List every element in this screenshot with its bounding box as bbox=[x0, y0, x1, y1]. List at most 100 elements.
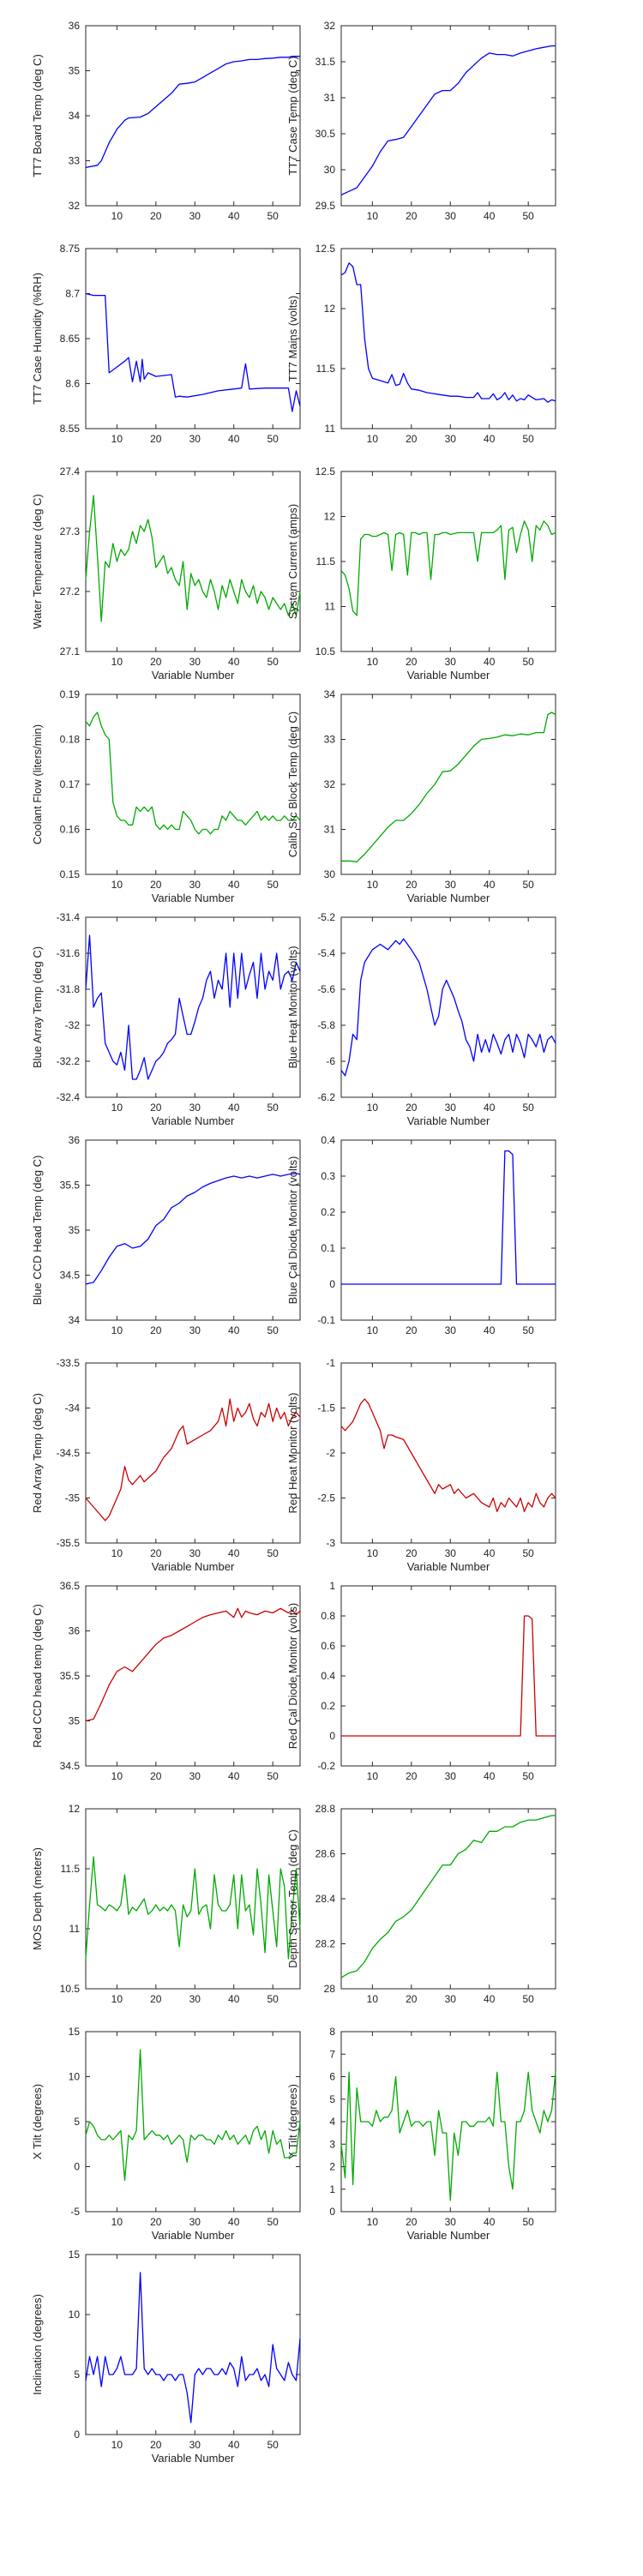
x-tick-label: 10 bbox=[111, 1770, 123, 1782]
x-tick-label: 40 bbox=[228, 2216, 240, 2228]
x-tick-label: 30 bbox=[189, 210, 201, 222]
x-tick-label: 20 bbox=[406, 433, 418, 445]
x-tick-label: 50 bbox=[523, 1547, 535, 1559]
chart-panel: 8.55 8.6 8.65 8.7 8.75 10 20 30 40 50 TT7 Case Hum… bbox=[31, 243, 301, 445]
x-tick-label: 20 bbox=[406, 656, 418, 668]
y-axis-label: Y Tilt (degrees) bbox=[286, 2084, 299, 2159]
y-tick-label: 34.5 bbox=[60, 1760, 81, 1772]
x-tick-label: 30 bbox=[189, 1324, 201, 1336]
x-tick-label: 30 bbox=[445, 879, 457, 891]
series-line bbox=[341, 1615, 556, 1737]
x-tick-label: 40 bbox=[484, 1547, 496, 1559]
series-line bbox=[341, 712, 556, 862]
x-tick-label: 40 bbox=[228, 879, 240, 891]
y-tick-label: 8.75 bbox=[60, 243, 81, 255]
chart-panel: 10.5 11 11.5 12 10 20 30 40 50 MOS Depth (meters) bbox=[31, 1803, 301, 2005]
series-line bbox=[340, 1398, 556, 1512]
plot-frame bbox=[340, 248, 556, 429]
y-tick-label: 27.1 bbox=[60, 646, 81, 658]
y-tick-label: 3 bbox=[329, 2138, 335, 2150]
y-axis-label: Depth Sensor Temp (deg C) bbox=[286, 1829, 299, 1968]
y-tick-label: 28.4 bbox=[315, 1893, 336, 1905]
y-tick-label: 11 bbox=[69, 1923, 81, 1935]
x-tick-label: 40 bbox=[228, 656, 240, 668]
x-tick-label: 40 bbox=[484, 2216, 496, 2228]
y-tick-label: -0.2 bbox=[317, 1760, 335, 1772]
x-tick-label: 30 bbox=[189, 1770, 201, 1782]
plot-frame bbox=[85, 2254, 301, 2435]
y-tick-label: -5.8 bbox=[317, 1019, 335, 1031]
x-tick-label: 50 bbox=[523, 1993, 535, 2005]
y-tick-label: 0.4 bbox=[321, 1134, 335, 1146]
x-tick-label: 10 bbox=[367, 433, 379, 445]
y-tick-label: 0.6 bbox=[321, 1640, 335, 1652]
x-tick-label: 30 bbox=[445, 2216, 457, 2228]
x-tick-label: 40 bbox=[228, 1102, 240, 1114]
y-tick-label: 31 bbox=[324, 92, 336, 104]
x-tick-label: 50 bbox=[267, 656, 279, 668]
x-tick-label: 50 bbox=[523, 656, 535, 668]
y-tick-label: -32.4 bbox=[57, 1091, 81, 1103]
chart-panel: 32 33 34 35 36 10 20 30 40 50 TT7 Board Temp (deg … bbox=[31, 20, 301, 222]
y-tick-label: -1.5 bbox=[317, 1402, 335, 1414]
y-tick-label: 36 bbox=[69, 1625, 81, 1637]
y-tick-label: 32 bbox=[69, 200, 81, 212]
x-tick-label: 30 bbox=[445, 1770, 457, 1782]
x-tick-label: 10 bbox=[111, 879, 123, 891]
y-axis-label: Blue CCD Head Temp (deg C) bbox=[31, 1156, 44, 1306]
x-tick-label: 50 bbox=[267, 2439, 279, 2451]
y-axis-label: Blue Cal Diode Monitor (volts) bbox=[286, 1156, 299, 1305]
x-tick-label: 50 bbox=[267, 879, 279, 891]
y-tick-label: 34.5 bbox=[60, 1270, 81, 1282]
y-tick-label: 0.15 bbox=[60, 868, 81, 880]
plot-frame bbox=[340, 1139, 556, 1321]
y-tick-label: -5 bbox=[70, 2206, 80, 2218]
chart-panel: 0.15 0.16 0.17 0.18 0.19 10 20 30 40 50 Variable N… bbox=[31, 688, 301, 904]
x-tick-label: 30 bbox=[189, 1547, 201, 1559]
x-tick-label: 30 bbox=[445, 1324, 457, 1336]
plot-frame bbox=[340, 694, 556, 875]
y-tick-label: 30 bbox=[324, 868, 336, 880]
y-tick-label: 35.5 bbox=[60, 1670, 81, 1682]
y-tick-label: 33 bbox=[324, 734, 336, 746]
series-line bbox=[85, 1607, 301, 1722]
y-tick-label: 27.3 bbox=[60, 525, 81, 537]
y-tick-label: 28 bbox=[324, 1983, 336, 1995]
y-tick-label: 1 bbox=[329, 1580, 335, 1592]
x-tick-label: 30 bbox=[189, 656, 201, 668]
x-tick-label: 30 bbox=[445, 210, 457, 222]
y-tick-label: 0.16 bbox=[60, 824, 81, 836]
chart-panel: -3 -2.5 -2 -1.5 -1 10 20 30 40 50 Variable Number R… bbox=[286, 1357, 556, 1573]
x-tick-label: 20 bbox=[406, 1993, 418, 2005]
x-tick-label: 20 bbox=[150, 1547, 162, 1559]
x-tick-label: 40 bbox=[484, 1102, 496, 1114]
x-tick-label: 30 bbox=[189, 879, 201, 891]
x-tick-label: 20 bbox=[150, 656, 162, 668]
y-axis-label: System Current (amps) bbox=[286, 504, 299, 619]
x-tick-label: 40 bbox=[484, 1324, 496, 1336]
y-axis-label: Blue Array Temp (deg C) bbox=[31, 946, 44, 1068]
y-tick-label: 11.5 bbox=[316, 363, 336, 375]
x-tick-label: 30 bbox=[189, 1993, 201, 2005]
y-tick-label: -35.5 bbox=[57, 1537, 81, 1549]
y-axis-label: TT7 Board Temp (deg C) bbox=[31, 54, 44, 177]
x-axis-label: Variable Number bbox=[407, 1560, 490, 1573]
y-tick-label: 0.1 bbox=[321, 1242, 335, 1254]
y-tick-label: 11 bbox=[325, 423, 336, 435]
plot-frame bbox=[85, 1585, 301, 1767]
chart-panel: 11 11.5 12 12.5 10 20 30 40 50 TT7 Mains (volts) bbox=[286, 243, 556, 445]
y-tick-label: 28.6 bbox=[315, 1848, 336, 1860]
y-tick-label: 36 bbox=[69, 1134, 81, 1146]
x-tick-label: 40 bbox=[228, 433, 240, 445]
x-tick-label: 10 bbox=[367, 1770, 379, 1782]
series-line bbox=[85, 495, 301, 622]
x-tick-label: 20 bbox=[150, 1770, 162, 1782]
y-tick-label: 8.7 bbox=[65, 288, 80, 300]
x-tick-label: 30 bbox=[445, 656, 457, 668]
x-tick-label: 50 bbox=[523, 1324, 535, 1336]
y-tick-label: 36 bbox=[69, 20, 81, 32]
x-tick-label: 50 bbox=[267, 210, 279, 222]
x-tick-label: 50 bbox=[523, 879, 535, 891]
y-axis-label: TT7 Case Temp (deg C) bbox=[286, 56, 299, 175]
